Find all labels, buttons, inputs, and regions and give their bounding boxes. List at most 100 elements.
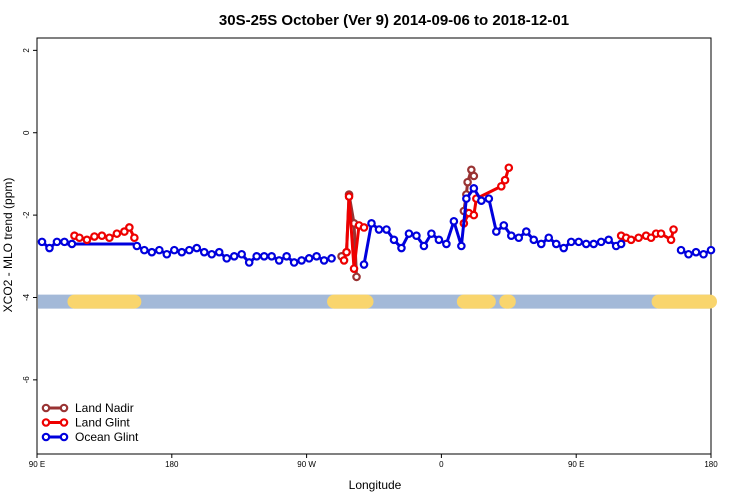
- data-point-ocean-glint: [312, 251, 321, 261]
- data-point-ocean-glint: [574, 237, 583, 247]
- data-point-land-glint: [669, 225, 678, 234]
- data-point-ocean-glint: [382, 225, 391, 234]
- legend-item-land-nadir: Land Nadir: [41, 401, 134, 415]
- legend-label: Land Nadir: [75, 401, 134, 415]
- data-point-ocean-glint: [529, 235, 539, 245]
- data-point-ocean-glint: [397, 243, 406, 253]
- legend-marker: [41, 432, 51, 442]
- data-point-ocean-glint: [544, 233, 554, 243]
- data-point-land-nadir: [469, 171, 479, 181]
- data-point-ocean-glint: [367, 219, 376, 228]
- data-point-land-glint: [82, 235, 92, 245]
- data-point-ocean-glint: [449, 216, 459, 226]
- data-point-ocean-glint: [282, 251, 291, 261]
- data-point-land-glint: [344, 192, 354, 201]
- data-point-ocean-glint: [374, 225, 384, 234]
- data-point-ocean-glint: [559, 243, 569, 253]
- data-point-ocean-glint: [484, 194, 494, 203]
- data-point-land-glint: [504, 163, 514, 173]
- data-point-ocean-glint: [267, 251, 276, 261]
- data-point-ocean-glint: [214, 247, 224, 257]
- data-point-ocean-glint: [427, 229, 436, 238]
- data-point-land-glint: [97, 231, 107, 241]
- data-point-ocean-glint: [60, 237, 69, 247]
- data-point-ocean-glint: [596, 237, 606, 247]
- data-point-land-glint: [359, 223, 369, 232]
- data-point-ocean-glint: [252, 251, 261, 261]
- legend-label: Ocean Glint: [75, 430, 139, 444]
- data-point-ocean-glint: [616, 239, 626, 249]
- data-point-land-glint: [339, 256, 349, 265]
- x-tick-label: 90 W: [297, 460, 316, 469]
- legend-item-land-glint: Land Glint: [41, 416, 130, 430]
- data-point-ocean-glint: [499, 221, 509, 230]
- legend-marker: [59, 418, 69, 427]
- data-point-ocean-glint: [162, 249, 172, 259]
- legend-marker: [59, 432, 69, 442]
- chart-title: 30S-25S October (Ver 9) 2014-09-06 to 20…: [219, 12, 569, 29]
- data-point-ocean-glint: [412, 231, 421, 241]
- data-point-land-glint: [656, 229, 666, 238]
- data-point-ocean-glint: [514, 233, 524, 243]
- y-tick-label: -4: [22, 293, 31, 301]
- data-point-ocean-glint: [389, 235, 399, 245]
- data-point-ocean-glint: [229, 251, 239, 261]
- data-point-ocean-glint: [566, 237, 576, 247]
- x-tick-label: 90 E: [568, 460, 584, 469]
- data-point-ocean-glint: [45, 243, 54, 253]
- data-point-land-glint: [469, 210, 479, 220]
- data-point-land-glint: [342, 247, 351, 257]
- data-point-ocean-glint: [132, 241, 142, 251]
- y-tick-label: -6: [22, 376, 31, 384]
- legend-marker: [41, 418, 51, 427]
- y-tick-label: -2: [22, 211, 31, 219]
- series-ocean-glint: [37, 184, 716, 269]
- data-point-ocean-glint: [434, 235, 444, 245]
- legend-item-ocean-glint: Ocean Glint: [41, 430, 139, 444]
- data-point-ocean-glint: [37, 237, 47, 247]
- data-point-ocean-glint: [289, 258, 299, 267]
- y-tick-label: 0: [22, 130, 31, 135]
- data-point-ocean-glint: [581, 239, 591, 249]
- data-point-land-glint: [497, 181, 506, 191]
- data-point-ocean-glint: [327, 254, 336, 263]
- data-point-ocean-glint: [297, 256, 306, 265]
- data-point-land-glint: [130, 233, 139, 243]
- y-axis-label: XCO2 - MLO trend (ppm): [1, 178, 15, 313]
- x-tick-label: 180: [704, 460, 718, 469]
- data-point-ocean-glint: [604, 235, 613, 245]
- data-point-ocean-glint: [155, 245, 164, 255]
- data-point-ocean-glint: [207, 249, 217, 259]
- data-point-land-glint: [666, 235, 676, 245]
- data-point-ocean-glint: [419, 241, 429, 251]
- data-point-ocean-glint: [462, 194, 471, 203]
- x-tick-label: 180: [165, 460, 179, 469]
- y-tick-label: 2: [22, 48, 31, 53]
- data-point-ocean-glint: [359, 260, 369, 269]
- x-tick-label: 90 E: [29, 460, 45, 469]
- data-point-ocean-glint: [140, 245, 149, 255]
- data-point-ocean-glint: [404, 229, 414, 238]
- data-point-land-nadir: [352, 272, 361, 282]
- x-axis-label: Longitude: [349, 478, 402, 492]
- data-point-ocean-glint: [676, 245, 686, 255]
- data-point-ocean-glint: [147, 247, 157, 257]
- data-point-ocean-glint: [706, 245, 716, 255]
- data-point-land-glint: [112, 229, 122, 238]
- data-point-ocean-glint: [52, 237, 62, 247]
- legend-label: Land Glint: [75, 416, 130, 430]
- data-point-ocean-glint: [319, 256, 329, 265]
- data-point-ocean-glint: [521, 227, 531, 236]
- data-point-ocean-glint: [477, 196, 486, 205]
- series-land-glint: [70, 163, 678, 273]
- axes: 90 E 180 90 W 0 90 E 180 2 0 -2 -4 -6: [22, 48, 718, 469]
- data-point-ocean-glint: [457, 241, 466, 251]
- data-point-ocean-glint: [691, 247, 701, 257]
- data-point-ocean-glint: [199, 247, 209, 257]
- data-point-ocean-glint: [169, 245, 179, 255]
- data-point-ocean-glint: [589, 239, 598, 249]
- legend-marker: [41, 403, 51, 413]
- data-point-ocean-glint: [244, 258, 254, 267]
- data-point-land-glint: [125, 223, 134, 232]
